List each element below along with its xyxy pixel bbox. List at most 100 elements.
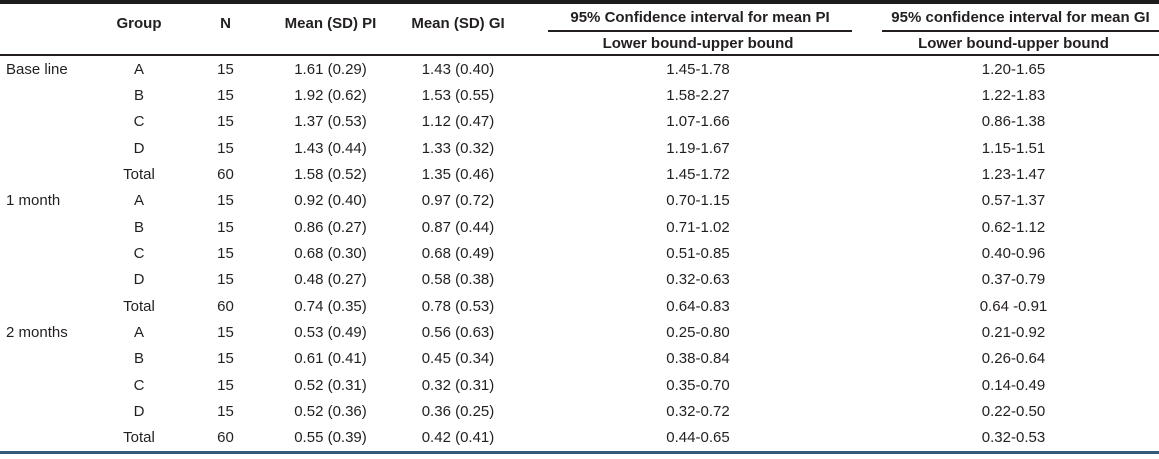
mean-pi-cell: 0.48 (0.27)	[294, 271, 367, 289]
group-cell: C	[133, 113, 145, 131]
table-row: D 15 1.43 (0.44) 1.33 (0.32) 1.19-1.67 1.15-1…	[0, 135, 1159, 161]
ci-pi-cell: 0.38-0.84	[666, 350, 730, 368]
group-cell: D	[133, 403, 145, 421]
table-row: Base line A 15 1.61 (0.29) 1.43 (0.40) 1.45-1…	[0, 55, 1159, 82]
group-cell: Total	[123, 166, 155, 184]
mean-gi-cell: 0.45 (0.34)	[421, 350, 495, 368]
period-cell	[0, 135, 100, 161]
period-cell	[0, 398, 100, 424]
ci-pi-cell: 0.70-1.15	[666, 192, 730, 210]
table-row: D 15 0.52 (0.36) 0.36 (0.25) 0.32-0.72 0.22-0…	[0, 398, 1159, 424]
ci-pi-cell: 0.51-0.85	[666, 245, 730, 263]
n-cell: 60	[217, 166, 234, 184]
ci-gi-cell: 0.86-1.38	[981, 113, 1046, 131]
header-spacer	[0, 32, 528, 56]
table-row: Total 60 1.58 (0.52) 1.35 (0.46) 1.45-1.72 1.…	[0, 161, 1159, 187]
group-cell: A	[133, 60, 144, 78]
n-cell: 15	[217, 403, 234, 421]
mean-gi-cell: 0.68 (0.49)	[421, 245, 495, 263]
ci-gi-cell: 0.37-0.79	[981, 271, 1046, 289]
table-row: B 15 0.61 (0.41) 0.45 (0.34) 0.38-0.84 0.26-0…	[0, 346, 1159, 372]
ci-pi-cell: 0.32-0.72	[666, 403, 730, 421]
period-cell: 1 month	[6, 192, 61, 210]
period-cell	[0, 82, 100, 108]
ci-gi-cell: 0.62-1.12	[981, 218, 1046, 236]
ci-gi-cell: 0.32-0.53	[981, 429, 1046, 447]
ci-gi-cell: 1.20-1.65	[981, 60, 1046, 78]
period-cell	[0, 267, 100, 293]
period-cell: Base line	[6, 60, 68, 78]
ci-pi-cell: 0.64-0.83	[666, 297, 730, 315]
ci-gi-column-header-label: 95% confidence interval for mean GI	[882, 9, 1159, 32]
mean-pi-cell: 0.61 (0.41)	[294, 350, 367, 368]
mean-pi-cell: 0.52 (0.36)	[294, 403, 367, 421]
group-cell: C	[133, 376, 145, 394]
group-cell: B	[133, 218, 144, 236]
ci-gi-cell: 0.40-0.96	[981, 245, 1046, 263]
ci-pi-column-header-label: 95% Confidence interval for mean PI	[548, 9, 852, 32]
table-row: 2 months A 15 0.53 (0.49) 0.56 (0.63) 0.25-0.…	[0, 319, 1159, 345]
mean-pi-cell: 1.92 (0.62)	[294, 87, 367, 105]
ci-gi-cell: 0.64 -0.91	[979, 297, 1048, 315]
mean-pi-cell: 0.68 (0.30)	[294, 245, 367, 263]
ci-gi-cell: 0.26-0.64	[981, 350, 1046, 368]
ci-pi-cell: 0.25-0.80	[666, 324, 730, 342]
ci-gi-column-header: 95% confidence interval for mean GI	[868, 2, 1159, 32]
period-cell	[0, 372, 100, 398]
mean-gi-cell: 0.56 (0.63)	[421, 324, 495, 342]
table-row: Total 60 0.74 (0.35) 0.78 (0.53) 0.64-0.83 0.…	[0, 293, 1159, 319]
n-cell: 15	[217, 350, 234, 368]
mean-pi-cell: 0.86 (0.27)	[294, 218, 367, 236]
mean-gi-cell: 1.53 (0.55)	[421, 87, 495, 105]
ci-pi-cell: 0.32-0.63	[666, 271, 730, 289]
ci-gi-cell: 1.15-1.51	[981, 139, 1046, 157]
ci-pi-cell: 0.44-0.65	[666, 429, 730, 447]
group-cell: D	[133, 139, 145, 157]
ci-gi-cell: 1.23-1.47	[981, 166, 1046, 184]
header-row-sub: Lower bound-upper bound Lower bound-uppe…	[0, 32, 1159, 56]
mean-pi-cell: 1.37 (0.53)	[294, 113, 367, 131]
n-cell: 15	[217, 139, 234, 157]
mean-gi-cell: 0.36 (0.25)	[421, 403, 495, 421]
group-cell: Total	[123, 429, 155, 447]
period-column-header	[0, 2, 100, 32]
mean-gi-cell: 0.32 (0.31)	[421, 376, 495, 394]
mean-gi-cell: 0.58 (0.38)	[421, 271, 495, 289]
mean-pi-cell: 1.43 (0.44)	[294, 139, 367, 157]
table-row: C 15 0.68 (0.30) 0.68 (0.49) 0.51-0.85 0.40-0…	[0, 240, 1159, 266]
group-cell: A	[133, 192, 144, 210]
period-cell	[0, 346, 100, 372]
ci-gi-cell: 1.22-1.83	[981, 87, 1046, 105]
ci-gi-subheader: Lower bound-upper bound	[868, 32, 1159, 56]
ci-gi-cell: 0.22-0.50	[981, 403, 1046, 421]
mean-pi-cell: 1.58 (0.52)	[294, 166, 367, 184]
n-cell: 15	[217, 192, 234, 210]
mean-gi-cell: 1.12 (0.47)	[421, 113, 495, 131]
mean-gi-cell: 1.35 (0.46)	[421, 166, 495, 184]
mean-gi-cell: 0.87 (0.44)	[421, 218, 495, 236]
mean-pi-cell: 0.53 (0.49)	[294, 324, 367, 342]
n-cell: 15	[217, 324, 234, 342]
table-row: B 15 0.86 (0.27) 0.87 (0.44) 0.71-1.02 0.62-1…	[0, 214, 1159, 240]
ci-gi-cell: 0.21-0.92	[981, 324, 1046, 342]
group-cell: B	[133, 350, 144, 368]
group-column-header: Group	[116, 15, 162, 32]
period-cell	[0, 240, 100, 266]
n-cell: 15	[217, 218, 234, 236]
period-cell	[0, 425, 100, 453]
ci-gi-cell: 0.57-1.37	[981, 192, 1046, 210]
mean-gi-cell: 0.78 (0.53)	[421, 297, 495, 315]
period-cell	[0, 214, 100, 240]
mean-gi-cell: 1.43 (0.40)	[421, 60, 495, 78]
ci-pi-column-header: 95% Confidence interval for mean PI	[528, 2, 868, 32]
mean-pi-cell: 0.52 (0.31)	[294, 376, 367, 394]
ci-pi-cell: 1.45-1.78	[666, 60, 730, 78]
n-column-header: N	[220, 15, 231, 32]
header-row-main: Group N Mean (SD) PI Mean (SD) GI 95% Co…	[0, 2, 1159, 32]
n-cell: 15	[217, 87, 234, 105]
n-cell: 15	[217, 376, 234, 394]
n-cell: 15	[217, 60, 234, 78]
ci-gi-cell: 0.14-0.49	[981, 376, 1046, 394]
mean-gi-column-header: Mean (SD) GI	[411, 15, 505, 32]
